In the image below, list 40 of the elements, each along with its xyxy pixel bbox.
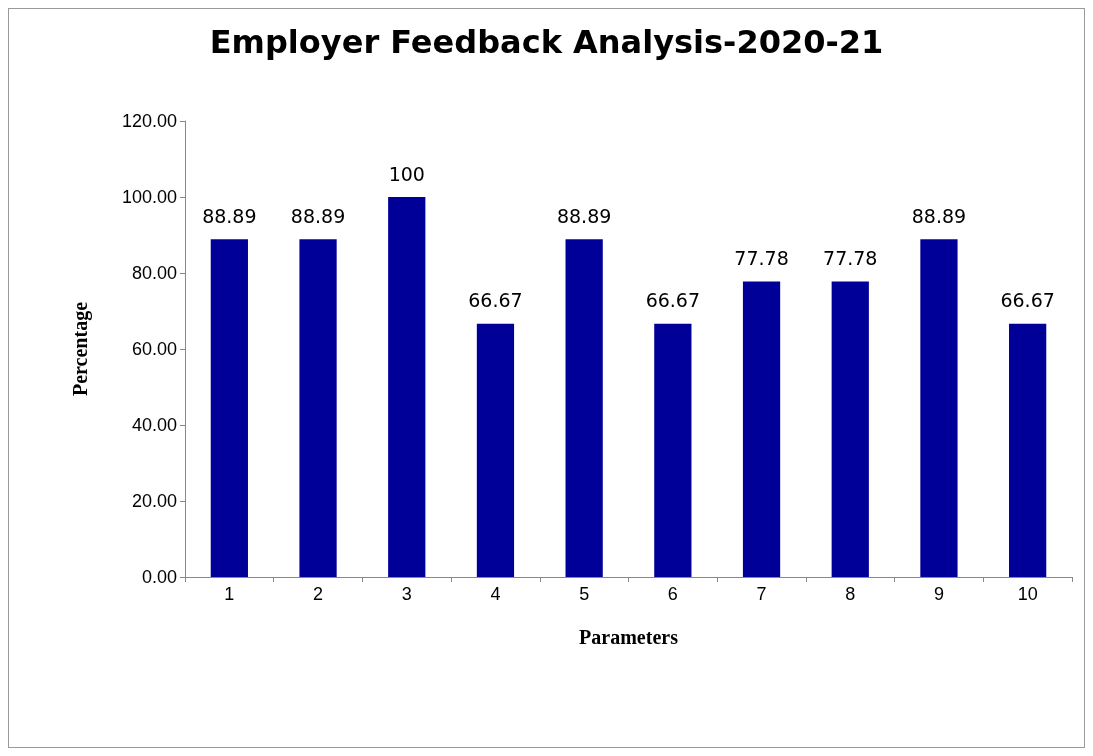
x-tick-label: 7 [756, 584, 767, 604]
x-tick-label: 3 [401, 584, 412, 604]
y-tick-label: 0.00 [141, 567, 177, 587]
y-tick-label: 40.00 [131, 415, 177, 435]
data-label: 77.78 [734, 246, 789, 269]
x-tick-label: 8 [845, 584, 856, 604]
bar [1009, 323, 1047, 577]
x-tick-label: 2 [313, 584, 324, 604]
x-tick-label: 10 [1017, 584, 1038, 604]
bar [210, 239, 248, 577]
x-tick-label: 5 [579, 584, 590, 604]
bar [476, 323, 515, 577]
data-label: 88.89 [911, 204, 967, 227]
y-tick-label: 60.00 [131, 339, 177, 359]
data-label: 100 [388, 162, 425, 185]
y-tick-label: 80.00 [131, 263, 177, 283]
bar [299, 239, 337, 577]
bar [388, 197, 426, 577]
data-label: 66.67 [645, 289, 701, 312]
data-label: 66.67 [1000, 289, 1055, 312]
bar [831, 281, 869, 577]
x-tick-label: 4 [490, 584, 501, 604]
y-tick-label: 20.00 [131, 491, 177, 511]
bar [742, 281, 781, 577]
x-tick-label: 1 [224, 584, 235, 604]
x-tick-label: 6 [667, 584, 678, 604]
chart-title: Employer Feedback Analysis-2020-21 [209, 23, 884, 61]
x-axis-title: Parameters [579, 626, 679, 648]
data-label: 66.67 [468, 289, 523, 312]
bar [920, 239, 958, 577]
bar [654, 323, 692, 577]
bar [565, 239, 603, 577]
data-label: 88.89 [202, 204, 257, 227]
y-tick-label: 120.00 [121, 111, 177, 131]
y-tick-label: 100.00 [121, 187, 177, 207]
data-label: 88.89 [556, 204, 612, 227]
data-label: 88.89 [290, 204, 346, 227]
data-label: 77.78 [823, 246, 878, 269]
x-tick-label: 9 [933, 584, 944, 604]
y-axis-title: Percentage [69, 301, 92, 397]
